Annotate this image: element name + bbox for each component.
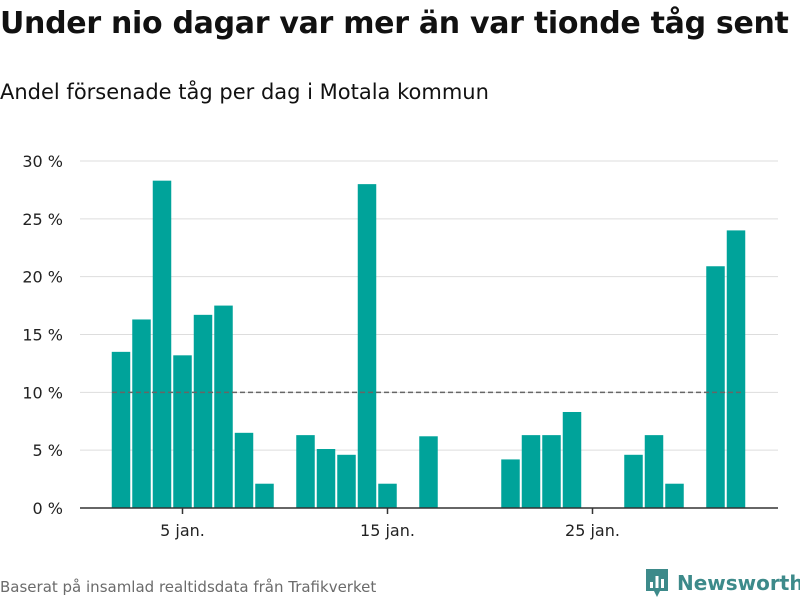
bar [706, 266, 725, 508]
bar [152, 180, 172, 508]
bar [337, 454, 356, 508]
y-tick-label: 20 % [22, 268, 63, 287]
bar [501, 459, 520, 508]
bar [255, 483, 274, 508]
y-tick-label: 25 % [22, 210, 63, 229]
bar [644, 435, 664, 508]
chart-title: Under nio dagar var mer än var tionde tå… [0, 6, 789, 41]
bar [624, 454, 643, 508]
x-tick-label: 5 jan. [160, 521, 205, 540]
newsworthy-logo[interactable]: Newsworthy [644, 567, 800, 599]
bar [234, 432, 254, 508]
bar [562, 411, 582, 508]
bar-chart: 0 % 5 % 10 % 15 % 20 % 25 % 30 % 5 jan. 15 jan. 2… [22, 152, 778, 540]
y-tick-label: 30 % [22, 152, 63, 171]
bar [296, 435, 315, 508]
x-tick-label: 25 jan. [565, 521, 620, 540]
newsworthy-logo-text: Newsworthy [677, 571, 800, 595]
y-tick-label: 5 % [33, 441, 63, 460]
y-tick-label: 10 % [22, 383, 63, 402]
x-tick-label: 15 jan. [360, 521, 415, 540]
bar [193, 314, 213, 508]
bar [214, 305, 233, 508]
y-tick-label: 0 % [33, 499, 63, 518]
bar [521, 435, 541, 508]
source-note: Baserat på insamlad realtidsdata från Tr… [0, 578, 377, 596]
bar [726, 230, 746, 508]
bar [316, 449, 336, 508]
bar [419, 436, 438, 508]
bar [357, 184, 377, 508]
chart-subtitle: Andel försenade tåg per dag i Motala kom… [0, 80, 489, 104]
bar [665, 483, 684, 508]
newsworthy-logo-icon [646, 569, 668, 597]
bar [378, 483, 397, 508]
bar [542, 435, 561, 508]
y-tick-label: 15 % [22, 326, 63, 345]
bar [173, 355, 192, 508]
bar [111, 351, 131, 508]
bar [132, 319, 151, 508]
